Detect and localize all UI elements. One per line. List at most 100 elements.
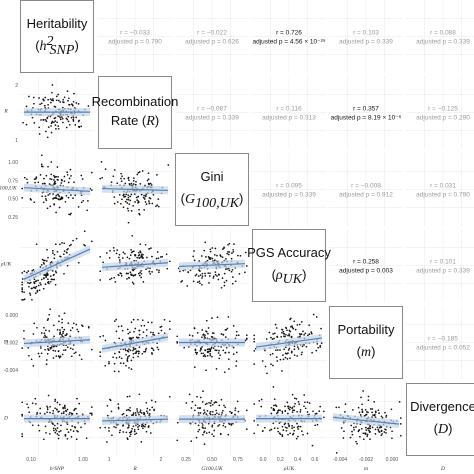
correlation-r: r = −0.087	[197, 106, 227, 113]
scatter-point	[209, 256, 212, 259]
scatter-point	[237, 410, 240, 413]
scatter-point	[291, 406, 294, 409]
scatter-point	[219, 254, 222, 256]
scatter-point	[356, 442, 358, 445]
scatter-point	[54, 180, 56, 183]
scatter-point	[320, 327, 322, 330]
scatter-point	[244, 251, 247, 254]
scatter-point	[215, 349, 218, 352]
scatter-point	[99, 270, 102, 273]
scatter-point	[46, 207, 49, 210]
scatter-point	[75, 102, 78, 104]
scatter-point	[211, 336, 214, 338]
scatter-point	[104, 168, 107, 170]
scatter-point	[284, 356, 287, 359]
scatter-point	[220, 286, 223, 289]
scatter-point	[109, 278, 111, 281]
scatter-point	[283, 348, 286, 351]
scatter-point	[277, 430, 280, 433]
scatter-point	[281, 425, 284, 428]
scatter-point	[312, 313, 315, 316]
scatter-point	[270, 406, 273, 409]
scatter-point	[179, 270, 181, 273]
scatter-point	[287, 405, 290, 408]
variable-label-line2: Rate (R)	[111, 113, 159, 129]
scatter-point	[50, 178, 53, 181]
scatter-point	[57, 434, 60, 437]
scatter-point	[224, 406, 227, 409]
scatter-point	[188, 334, 191, 336]
scatter-point	[212, 275, 215, 278]
scatter-point	[90, 412, 93, 415]
scatter-point	[52, 349, 55, 352]
scatter-point	[287, 352, 289, 354]
scatter-point	[59, 116, 61, 119]
scatter-point	[128, 424, 130, 427]
scatter-point	[50, 173, 53, 176]
scatter-point	[140, 276, 143, 279]
scatter-point	[215, 409, 218, 412]
scatter-point	[316, 343, 319, 345]
scatter-point	[210, 346, 213, 349]
scatter-point	[235, 330, 238, 333]
scatter-point	[122, 424, 125, 427]
scatter-point	[21, 347, 24, 349]
scatter-point	[65, 126, 68, 129]
scatter-point	[63, 404, 66, 407]
scatter-point	[234, 409, 237, 412]
scatter-point	[40, 119, 42, 121]
scatter-point	[203, 443, 206, 445]
scatter-point	[44, 334, 46, 337]
scatter-point	[287, 433, 289, 436]
scatter-point	[125, 414, 128, 417]
variable-label: Divergence	[410, 399, 474, 414]
scatter-point	[23, 337, 25, 340]
diagonal-box-rho	[252, 229, 326, 302]
scatter-point	[197, 430, 200, 433]
scatter-point	[70, 243, 72, 246]
scatter-point	[373, 414, 376, 417]
scatter-point	[66, 90, 69, 92]
scatter-point	[211, 317, 213, 319]
scatter-point	[63, 250, 66, 252]
scatter-point	[127, 209, 130, 212]
scatter-point	[367, 395, 370, 398]
diagonal-box-G	[175, 153, 249, 226]
scatter-point	[39, 407, 42, 410]
correlation-p: adjusted p = 0.339	[262, 192, 316, 199]
scatter-point	[308, 324, 311, 327]
scatter-point	[232, 325, 235, 327]
scatter-point	[55, 128, 57, 130]
scatter-point	[207, 332, 209, 335]
scatter-point	[55, 429, 58, 432]
scatter-point	[134, 201, 136, 203]
scatter-point	[39, 266, 42, 268]
scatter-point	[130, 359, 133, 362]
scatter-point	[141, 253, 143, 256]
scatter-point	[294, 402, 296, 405]
scatter-point	[273, 337, 275, 340]
diagonal-box-m	[329, 306, 403, 379]
scatter-point	[149, 182, 152, 185]
scatter-point	[219, 354, 221, 357]
scatter-point	[44, 197, 47, 200]
scatter-point	[117, 274, 120, 276]
scatter-point	[118, 356, 121, 358]
scatter-point	[288, 333, 291, 335]
scatter-point	[61, 321, 63, 324]
scatter-point	[38, 429, 41, 432]
diagonal-box-h	[20, 0, 94, 73]
scatter-point	[223, 404, 225, 407]
scatter-point	[67, 120, 70, 123]
scatter-point	[221, 277, 224, 279]
correlation-r: r = 0.357	[353, 106, 379, 113]
correlation-p: adjusted p = 0.626	[185, 39, 239, 46]
scatter-point	[55, 175, 58, 178]
scatter-point	[73, 409, 75, 412]
scatter-point	[50, 131, 53, 134]
scatter-point	[189, 422, 192, 425]
scatter-point	[109, 249, 111, 252]
scatter-point	[59, 197, 62, 200]
scatter-point	[59, 101, 62, 103]
scatter-point	[140, 269, 143, 272]
